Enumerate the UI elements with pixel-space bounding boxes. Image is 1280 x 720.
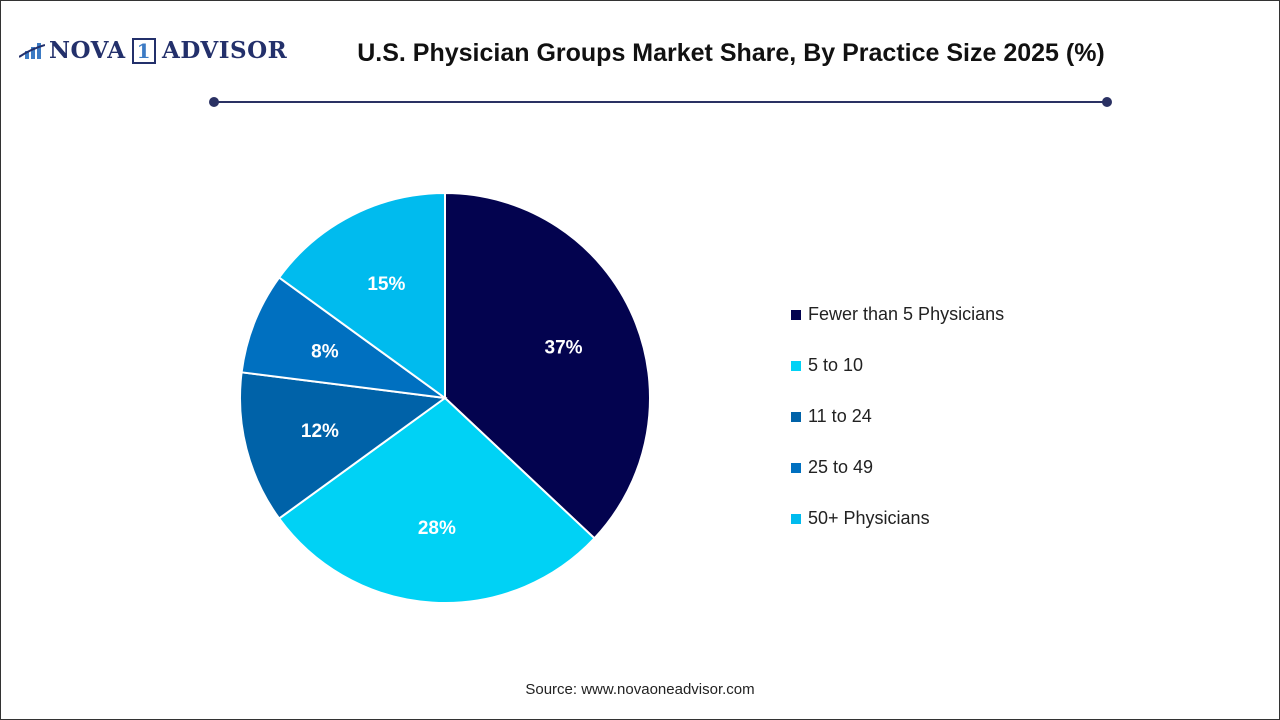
data-label: 8% (311, 341, 339, 362)
legend-swatch (791, 513, 801, 524)
legend-label: 50+ Physicians (808, 508, 930, 528)
pie-slice-0 (444, 191, 651, 540)
legend-item: 5 to 10 (791, 340, 1004, 391)
chart-title: U.S. Physician Groups Market Share, By P… (357, 39, 1105, 67)
legend-item: 11 to 24 (791, 391, 1004, 442)
legend-item: Fewer than 5 Physicians (791, 289, 1004, 340)
legend-label: 25 to 49 (808, 457, 874, 477)
legend-label: 5 to 10 (808, 355, 864, 375)
pie-slice-4 (277, 191, 446, 400)
logo: NOVA 1 ADVISOR (19, 37, 287, 64)
legend-label: Fewer than 5 Physicians (808, 304, 1005, 324)
legend: Fewer than 5 Physicians 5 to 10 11 to 24 25… (791, 289, 1004, 544)
data-label: 15% (367, 274, 405, 295)
pie-slice-3 (240, 276, 446, 399)
legend-swatch (791, 411, 801, 422)
legend-swatch (791, 360, 801, 371)
legend-item: 25 to 49 (791, 442, 1004, 493)
legend-label: 11 to 24 (808, 406, 872, 426)
legend-swatch (791, 462, 801, 473)
logo-text-nova: NOVA (49, 37, 126, 64)
data-label: 28% (418, 518, 456, 539)
legend-item: 50+ Physicians (791, 493, 1004, 544)
pie-slice-1 (277, 396, 596, 604)
data-label: 12% (301, 421, 339, 442)
data-label: 37% (545, 338, 583, 359)
pie-slice-2 (239, 371, 448, 520)
logo-text-one: 1 (131, 37, 156, 64)
logo-text-advisor: ADVISOR (161, 37, 288, 64)
title-rule (214, 101, 1107, 103)
source-text: Source: www.novaoneadvisor.com (525, 681, 755, 698)
bar-chart-logo-icon (19, 42, 45, 59)
rule-dot-right (1102, 97, 1112, 107)
legend-swatch (791, 309, 801, 320)
